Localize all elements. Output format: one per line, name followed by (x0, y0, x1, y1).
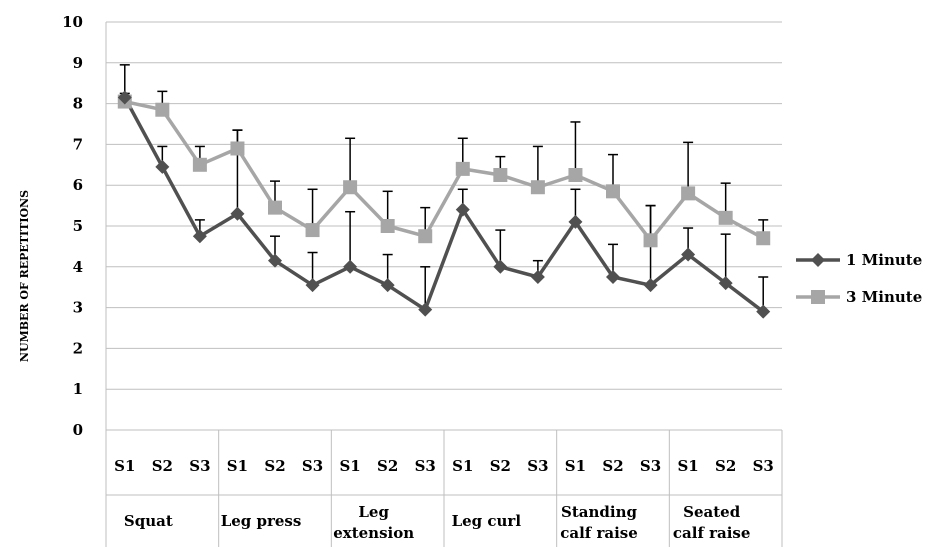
x-tick-label: S2 (377, 457, 398, 475)
legend-marker (811, 253, 825, 267)
x-tick-label: S1 (339, 457, 360, 475)
x-tick-label: S2 (490, 457, 511, 475)
data-point-diamond (117, 90, 132, 105)
y-tick-label: 3 (73, 299, 83, 317)
data-point-diamond (343, 259, 358, 274)
x-tick-label: S3 (302, 457, 323, 475)
legend: 1 Minute 3 Minute (796, 251, 922, 306)
data-point-diamond (606, 270, 620, 284)
data-point-square (343, 180, 358, 195)
data-point-square (643, 233, 658, 248)
series-markers (117, 90, 771, 319)
y-tick-label: 7 (73, 135, 83, 153)
legend-label: 1 Minute (846, 251, 922, 269)
y-tick-label: 0 (73, 421, 83, 439)
series-lines (123, 96, 765, 314)
x-tick-label: S2 (715, 457, 736, 475)
data-point-diamond (455, 202, 470, 217)
x-tick-label: S2 (152, 457, 173, 475)
data-point-diamond (418, 302, 433, 317)
x-tick-label: S3 (753, 457, 774, 475)
y-tick-label: 6 (73, 176, 83, 194)
category-label: Leg curl (452, 512, 522, 530)
y-tick-label: 1 (73, 380, 83, 398)
category-label: extension (333, 524, 414, 542)
data-point-square (268, 200, 282, 215)
data-point-square (455, 161, 470, 176)
data-point-diamond (530, 270, 545, 284)
y-tick-label: 8 (73, 95, 83, 113)
x-axis: S1 S2 S3 Squat S1 S2 S3 Leg press S1 S2 S3 Leg exten… (105, 22, 783, 547)
data-point-diamond (643, 278, 658, 293)
y-tick-label: 10 (62, 13, 83, 31)
y-tick-label: 2 (73, 339, 83, 357)
category-label: Squat (124, 512, 173, 530)
grid (106, 21, 782, 390)
data-point-square (756, 231, 771, 246)
category-label: Seated (683, 503, 741, 521)
x-tick-label: S1 (452, 457, 473, 475)
x-tick-label: S1 (677, 457, 698, 475)
x-tick-label: S3 (189, 457, 210, 475)
legend-marker (811, 290, 825, 304)
y-tick-label: 5 (73, 217, 83, 235)
data-point-diamond (681, 247, 696, 262)
y-axis-ticks: 0 1 2 3 4 5 6 7 8 9 10 (62, 13, 83, 439)
data-point-diamond (718, 276, 733, 291)
data-point-square (718, 210, 733, 225)
data-point-diamond (568, 214, 583, 229)
data-point-square (681, 186, 696, 201)
x-tick-label: S3 (415, 457, 436, 475)
legend-label: 3 Minute (846, 288, 922, 306)
data-point-square (230, 141, 245, 156)
x-tick-label: S1 (565, 457, 586, 475)
series-line (123, 96, 765, 314)
data-point-square (493, 168, 508, 182)
y-tick-label: 4 (73, 258, 83, 276)
category-label: Standing (561, 503, 637, 521)
data-point-diamond (305, 278, 320, 293)
data-point-diamond (230, 206, 245, 221)
data-point-square (530, 180, 545, 195)
category-label: calf raise (560, 524, 638, 542)
x-tick-label: S3 (527, 457, 548, 475)
x-tick-label: S2 (602, 457, 623, 475)
data-point-diamond (192, 229, 207, 244)
data-point-square (418, 229, 433, 244)
data-point-square (380, 219, 395, 233)
data-point-square (606, 184, 620, 199)
series-line (124, 99, 765, 243)
y-axis-label: NUMBER OF REPETITIONS (18, 190, 31, 362)
data-point-diamond (756, 304, 771, 319)
error-bars (119, 64, 769, 312)
data-point-square (155, 102, 170, 117)
data-point-diamond (268, 253, 282, 268)
data-point-square (568, 168, 583, 182)
x-tick-label: S1 (227, 457, 248, 475)
x-tick-label: S3 (640, 457, 661, 475)
category-label: Leg press (221, 512, 302, 530)
data-point-diamond (155, 159, 170, 174)
data-point-diamond (380, 278, 395, 293)
data-point-square (305, 223, 320, 238)
data-point-square (192, 157, 207, 172)
y-tick-label: 9 (73, 54, 83, 72)
x-tick-label: S1 (114, 457, 135, 475)
data-point-diamond (493, 259, 508, 274)
category-label: Leg (358, 503, 389, 521)
x-tick-label: S2 (264, 457, 285, 475)
category-label: calf raise (673, 524, 751, 542)
